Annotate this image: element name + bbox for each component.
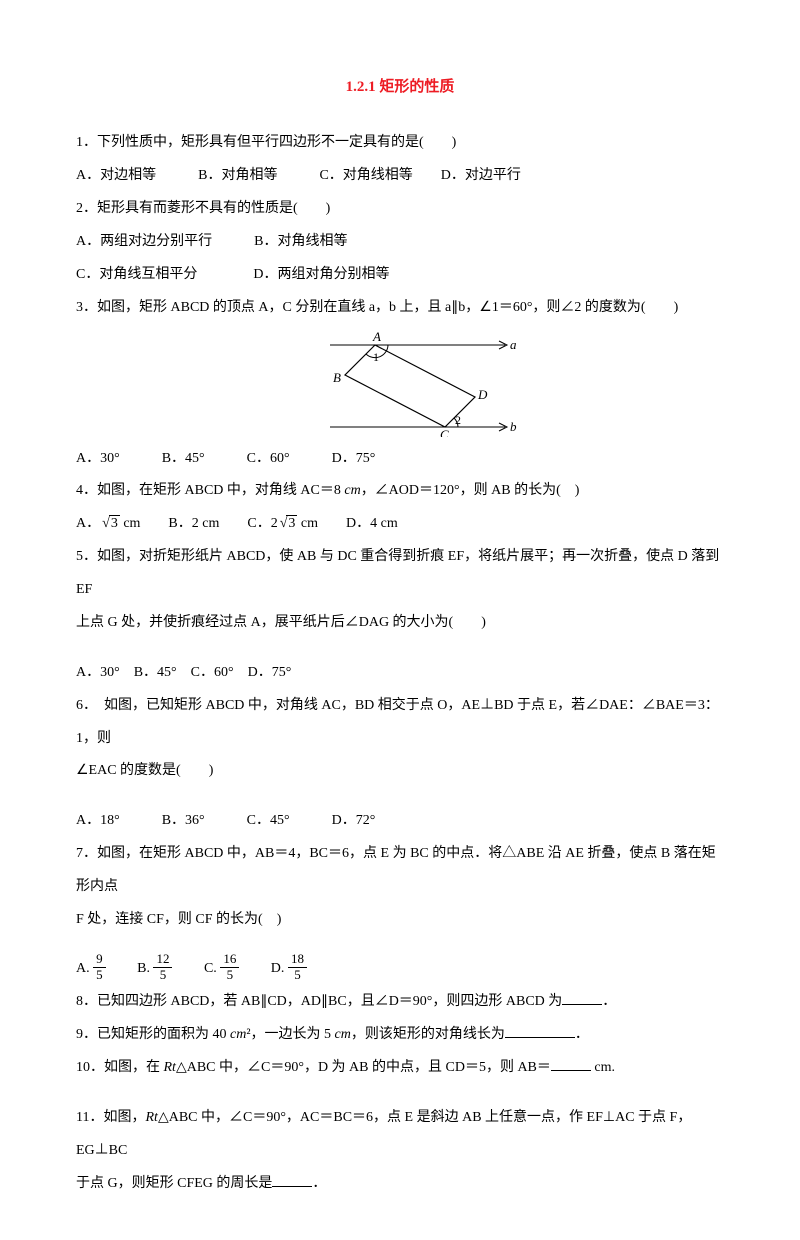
svg-text:a: a [510,337,517,352]
q6-stem-1: 6． 如图，已知矩形 ABCD 中，对角线 AC，BD 相交于点 O，AE⊥BD… [76,690,724,756]
svg-text:A: A [372,329,381,344]
q1-options: A．对边相等 B．对角相等 C．对角线相等 D．对边平行 [76,160,724,193]
q4-stem-b: ，∠AOD＝120°，则 AB 的长为( ) [361,483,580,498]
q4-stem: 4．如图，在矩形 ABCD 中，对角线 AC＝8 cm，∠AOD＝120°，则 … [76,475,724,508]
q2-options-cd: C．对角线互相平分 D．两组对角分别相等 [76,259,724,292]
q4-cm: cm [344,483,360,498]
q11-end: ． [312,1176,326,1191]
q7-opt-a-label: A. [76,961,90,976]
q9-dot: ． [575,1027,589,1042]
q4-opt-mid: B．2 cm C．2 [140,516,277,531]
q7-stem-1: 7．如图，在矩形 ABCD 中，AB＝4，BC＝6，点 E 为 BC 的中点．将… [76,838,724,904]
q9-stem: 9．已知矩形的面积为 40 cm²，一边长为 5 cm，则该矩形的对角线长为． [76,1019,724,1052]
q8-end: ． [602,994,616,1009]
q9-cm2: cm [335,1027,351,1042]
svg-text:D: D [477,387,488,402]
svg-text:b: b [510,419,517,434]
svg-text:B: B [333,370,341,385]
q10-end: cm. [591,1060,615,1075]
q3-stem: 3．如图，矩形 ABCD 的顶点 A，C 分别在直线 a，b 上，且 a∥b，∠… [76,292,724,325]
q10-b: △ABC 中，∠C＝90°，D 为 AB 的中点，且 CD＝5，则 AB＝ [176,1060,551,1075]
sqrt-icon: √3 [100,508,120,541]
q7-opt-b-label: B. [109,961,150,976]
svg-text:2: 2 [455,413,461,427]
q7-opt-c-label: C. [176,961,217,976]
q5-options: A．30° B．45° C．60° D．75° [76,657,724,690]
q4-options: A．√3 cm B．2 cm C．2√3 cm D．4 cm [76,508,724,541]
q10-a: 10．如图，在 [76,1060,164,1075]
q11-stem-2: 于点 G，则矩形 CFEG 的周长是 ． [76,1168,724,1201]
q4-opt-a-label: A． [76,516,100,531]
q5-stem-2: 上点 G 处，并使折痕经过点 A，展平纸片后∠DAG 的大小为( ) [76,607,724,640]
q6-stem-2: ∠EAC 的度数是( ) [76,755,724,788]
q11-a: 11．如图， [76,1110,145,1125]
q11-stem-1: 11．如图，Rt△ABC 中，∠C＝90°，AC＝BC＝6，点 E 是斜边 AB… [76,1102,724,1168]
q5-stem-1: 5．如图，对折矩形纸片 ABCD，使 AB 与 DC 重合得到折痕 EF，将纸片… [76,541,724,607]
q9-cm1: cm [230,1027,246,1042]
fraction-icon: 125 [153,952,172,982]
q7-stem-2: F 处，连接 CF，则 CF 的长为( ) [76,904,724,937]
q10-rt: Rt [164,1060,176,1075]
q3-figure: A B C D a b 1 2 [76,327,724,441]
q11-rt: Rt [145,1110,157,1125]
blank-underline [505,1024,575,1038]
svg-text:C: C [440,427,449,437]
svg-text:1: 1 [373,350,379,364]
q4-opt-end: D．4 cm [318,516,398,531]
fraction-icon: 185 [288,952,307,982]
blank-underline [272,1173,312,1187]
q3-options: A．30° B．45° C．60° D．75° [76,443,724,476]
spacer [76,640,724,657]
spacer [76,1085,724,1102]
blank-underline [551,1057,591,1071]
q9-mid: ，一边长为 5 [251,1027,335,1042]
fraction-icon: 165 [220,952,239,982]
q9-end: ，则该矩形的对角线长为 [351,1027,505,1042]
fraction-icon: 95 [93,952,106,982]
q2-options-ab: A．两组对边分别平行 B．对角线相等 [76,226,724,259]
q9-a: 9．已知矩形的面积为 40 [76,1027,230,1042]
q8-text: 8．已知四边形 ABCD，若 AB∥CD，AD∥BC，且∠D＝90°，则四边形 … [76,994,562,1009]
q4-opt-c-unit: cm [297,516,318,531]
q4-opt-a-unit: cm [120,516,141,531]
q1-stem: 1．下列性质中，矩形具有但平行四边形不一定具有的是( ) [76,127,724,160]
blank-underline [562,991,602,1005]
q7-opt-d-label: D. [243,961,285,976]
q11-b: △ABC 中，∠C＝90°，AC＝BC＝6，点 E 是斜边 AB 上任意一点，作… [76,1110,691,1158]
q6-options: A．18° B．36° C．45° D．72° [76,805,724,838]
q7-options: A. 95 B. 125 C. 165 D. 185 [76,953,724,986]
page-title: 1.2.1 矩形的性质 [76,70,724,105]
q2-stem: 2．矩形具有而菱形不具有的性质是( ) [76,193,724,226]
q10-stem: 10．如图，在 Rt△ABC 中，∠C＝90°，D 为 AB 的中点，且 CD＝… [76,1052,724,1085]
spacer [76,937,724,954]
q4-stem-a: 4．如图，在矩形 ABCD 中，对角线 AC＝8 [76,483,344,498]
q11-c: 于点 G，则矩形 CFEG 的周长是 [76,1176,272,1191]
q8-stem: 8．已知四边形 ABCD，若 AB∥CD，AD∥BC，且∠D＝90°，则四边形 … [76,986,724,1019]
spacer [76,788,724,805]
sqrt-icon: √3 [278,508,298,541]
